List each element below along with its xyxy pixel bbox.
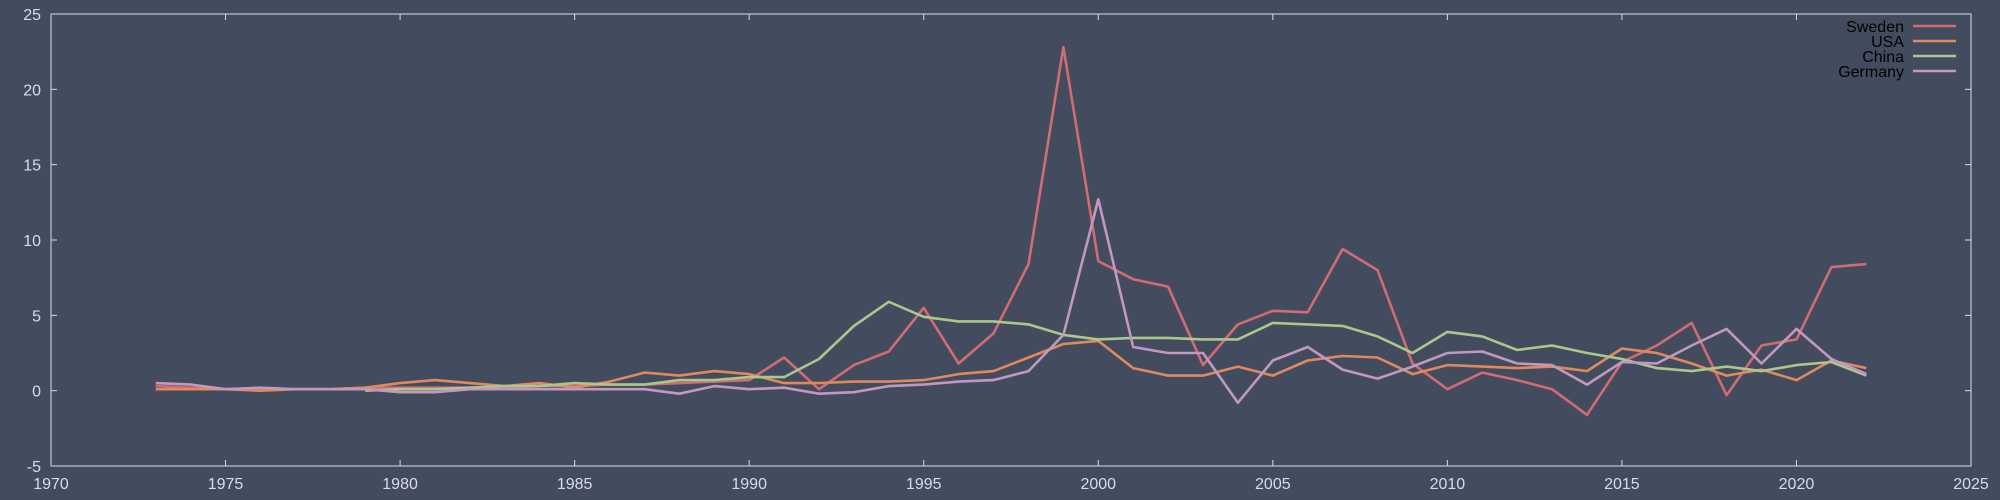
x-tick-label: 2015 xyxy=(1604,476,1640,493)
x-tick-label: 1990 xyxy=(731,476,767,493)
y-tick-label: -5 xyxy=(27,459,41,476)
x-tick-label: 2005 xyxy=(1255,476,1291,493)
y-tick-label: 10 xyxy=(23,233,41,250)
y-tick-label: 20 xyxy=(23,82,41,99)
series-line-sweden xyxy=(155,45,1867,417)
x-axis: 1970 1975 1980 1985 1990 1995 2000 2005 2010 2015… xyxy=(33,14,1989,493)
y-tick-label: 15 xyxy=(23,158,41,175)
series-line-china xyxy=(365,300,1867,392)
x-tick-label: 1985 xyxy=(557,476,593,493)
legend-label-sweden: Sweden xyxy=(1846,19,1904,36)
plot-frame xyxy=(50,13,1972,467)
series-line-germany xyxy=(155,198,1867,405)
x-tick-label: 1980 xyxy=(382,476,418,493)
y-tick-label: 5 xyxy=(32,308,41,325)
x-tick-label: 2025 xyxy=(1953,476,1989,493)
x-tick-label: 2010 xyxy=(1430,476,1466,493)
x-tick-label: 2020 xyxy=(1779,476,1815,493)
x-tick-label: 1995 xyxy=(906,476,942,493)
y-tick-label: 25 xyxy=(23,7,41,24)
legend-label-germany: Germany xyxy=(1838,64,1904,81)
legend-label-china: China xyxy=(1862,49,1904,66)
series-lines xyxy=(155,45,1867,417)
x-tick-label: 1970 xyxy=(33,476,69,493)
y-tick-label: 0 xyxy=(32,384,41,401)
y-axis: -5 0 5 10 15 20 25 xyxy=(23,7,1971,476)
x-tick-label: 1975 xyxy=(208,476,244,493)
x-tick-label: 2000 xyxy=(1080,476,1116,493)
series-line-usa xyxy=(155,339,1867,393)
legend-label-usa: USA xyxy=(1871,34,1904,51)
